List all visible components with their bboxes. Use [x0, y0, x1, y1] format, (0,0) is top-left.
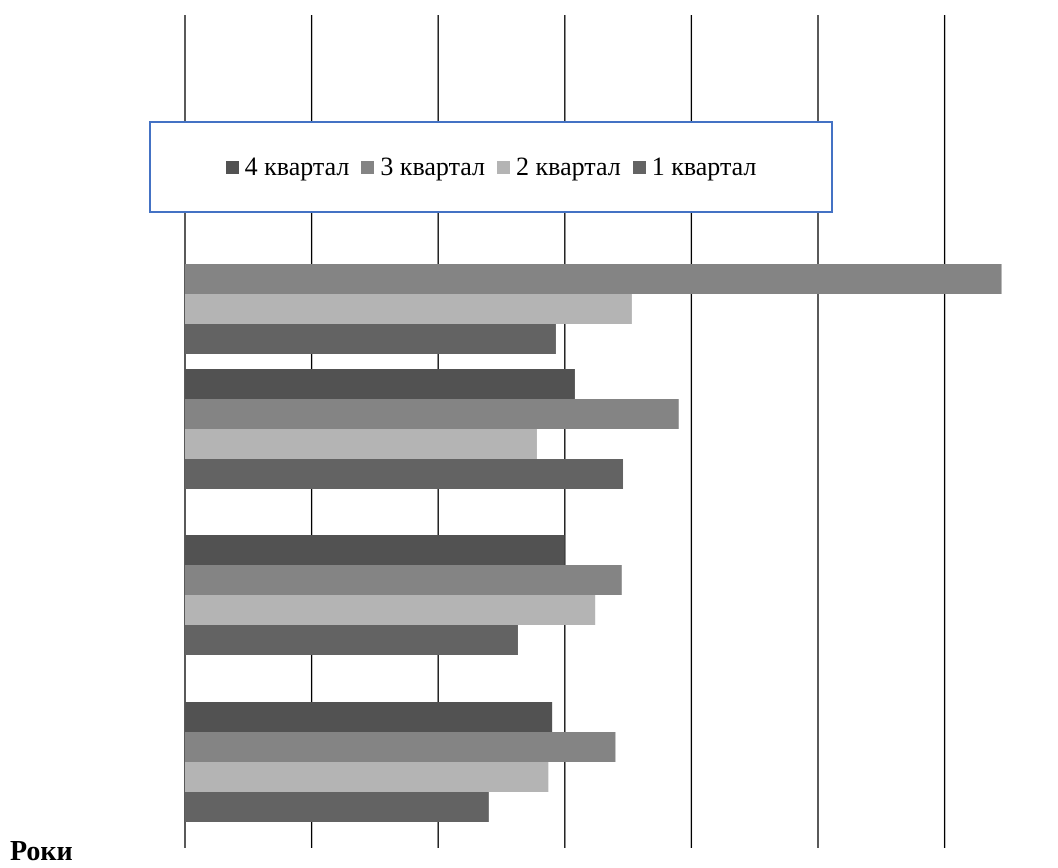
- bar-q2-group-1: [185, 294, 632, 324]
- bar-q2-group-2: [185, 429, 537, 459]
- legend-item-q4: 4 квартал: [225, 152, 350, 182]
- legend-item-q1: 1 квартал: [632, 152, 757, 182]
- legend: 4 квартал 3 квартал 2 квартал 1 квартал: [149, 121, 833, 213]
- bar-q3-group-4: [185, 732, 616, 762]
- bar-q3-group-2: [185, 399, 679, 429]
- legend-label-q1: 1 квартал: [651, 152, 757, 181]
- y-axis-title: Роки: [10, 836, 73, 867]
- bar-q3-group-3: [185, 565, 622, 595]
- legend-item-q3: 3 квартал: [361, 152, 485, 182]
- legend-item-q2: 2 квартал: [497, 152, 621, 182]
- legend-swatch-q4: [225, 160, 239, 174]
- bar-q4-group-3: [185, 535, 565, 565]
- legend-label-q2: 2 квартал: [516, 152, 621, 181]
- bar-q1-group-1: [185, 324, 556, 354]
- bar-q3-group-1: [185, 264, 1002, 294]
- legend-swatch-q1: [632, 160, 646, 174]
- bars: [185, 264, 1002, 822]
- bar-q4-group-4: [185, 702, 553, 732]
- bar-q1-group-2: [185, 459, 624, 489]
- bar-q1-group-4: [185, 792, 489, 822]
- bar-q2-group-4: [185, 762, 549, 792]
- bar-q2-group-3: [185, 595, 596, 625]
- legend-label-q4: 4 квартал: [244, 152, 350, 181]
- bar-q4-group-2: [185, 369, 575, 399]
- legend-swatch-q2: [497, 160, 510, 174]
- legend-swatch-q3: [361, 160, 375, 174]
- legend-label-q3: 3 квартал: [380, 152, 485, 181]
- bar-q1-group-3: [185, 625, 518, 655]
